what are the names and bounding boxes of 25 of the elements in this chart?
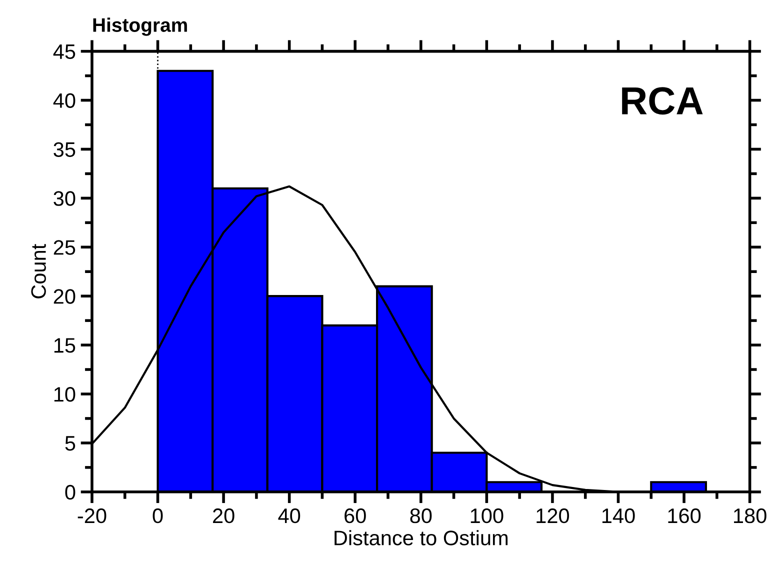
x-tick-label: 140 (602, 508, 635, 524)
chart-title: Histogram (93, 18, 187, 36)
x-tick-label: 120 (536, 508, 570, 524)
x-tick-label: 40 (278, 508, 300, 524)
x-tick-label: 160 (668, 508, 701, 524)
x-tick-label: 60 (344, 508, 366, 524)
y-tick-label: 25 (54, 240, 76, 255)
annotation: RCA (622, 87, 703, 115)
y-tick-label: 15 (54, 338, 76, 353)
x-tick-label: -20 (78, 508, 106, 524)
x-tick-label: 80 (410, 508, 432, 524)
y-tick-label: 45 (53, 44, 76, 60)
x-tick-label: 20 (213, 508, 234, 524)
y-tick-label: 10 (54, 387, 76, 402)
x-tick-label: 0 (152, 508, 163, 524)
y-tick-label: 35 (54, 142, 76, 157)
x-tick-label: 180 (734, 508, 766, 524)
y-tick-label: 5 (65, 436, 76, 451)
y-tick-label: 0 (65, 484, 76, 500)
x-axis-title: Distance to Ostium (334, 530, 508, 546)
x-tick-label: 100 (470, 508, 504, 524)
y-tick-label: 30 (54, 191, 76, 206)
y-tick-label: 40 (53, 93, 76, 108)
y-axis-title: Count (31, 244, 46, 298)
y-tick-label: 20 (54, 289, 76, 304)
